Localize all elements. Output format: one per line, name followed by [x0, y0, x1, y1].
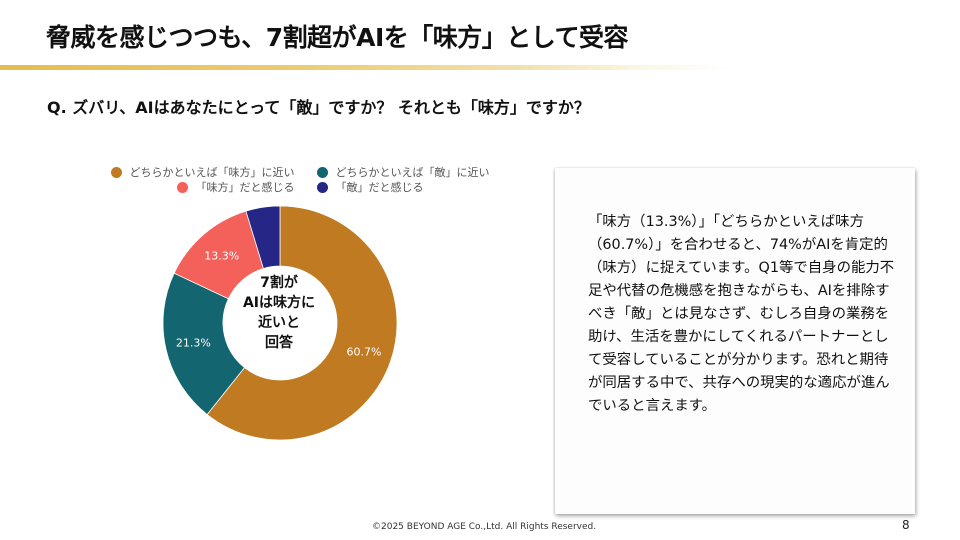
center-line: AIは味方に	[242, 295, 316, 311]
copyright-footer: ©2025 BEYOND AGE Co.,Ltd. All Rights Res…	[372, 522, 597, 532]
survey-question: Q. ズバリ、AIはあなたにとって「敵」ですか？ それとも「味方」ですか？	[47, 98, 590, 117]
legend-dot-icon	[110, 167, 122, 178]
legend-dot-icon	[316, 182, 328, 193]
center-line: 近いと	[258, 315, 300, 331]
slice-value-label: 13.3%	[204, 249, 240, 263]
legend-item-somewhat-enemy: どちらかといえば「敵」に近い	[316, 165, 490, 180]
legend-dot-icon	[316, 167, 328, 178]
legend-item-ally: 「味方」だと感じる	[176, 180, 295, 195]
legend-label: 「敵」だと感じる	[335, 181, 424, 194]
slice-value-label: 60.7%	[346, 345, 382, 359]
legend-label: 「味方」だと感じる	[195, 181, 295, 194]
center-line: 回答	[265, 335, 293, 351]
legend-dot-icon	[176, 182, 188, 193]
donut-chart-graphic	[163, 206, 397, 440]
page-number: 8	[902, 518, 910, 532]
legend-label: どちらかといえば「敵」に近い	[335, 166, 490, 179]
legend-item-somewhat-ally: どちらかといえば「味方」に近い	[110, 165, 295, 180]
donut-center-annotation: 7割が AIは味方に 近いと 回答	[227, 273, 331, 353]
title-underline-divider	[0, 65, 860, 70]
legend-label: どちらかといえば「味方」に近い	[129, 166, 295, 179]
page-title: 脅威を感じつつも、7割超がAIを「味方」として受容	[46, 23, 629, 52]
donut-chart	[163, 206, 397, 440]
chart-legend: どちらかといえば「味方」に近い どちらかといえば「敵」に近い 「味方」だと感じる…	[90, 165, 510, 195]
center-line: 7割が	[260, 275, 298, 291]
legend-item-enemy: 「敵」だと感じる	[316, 180, 424, 195]
commentary-text: 「味方（13.3%）」「どちらかといえば味方（60.7%）」を合わせると、74%…	[588, 214, 895, 414]
slice-value-label: 21.3%	[175, 336, 211, 350]
commentary-box: 「味方（13.3%）」「どちらかといえば味方（60.7%）」を合わせると、74%…	[555, 168, 915, 514]
